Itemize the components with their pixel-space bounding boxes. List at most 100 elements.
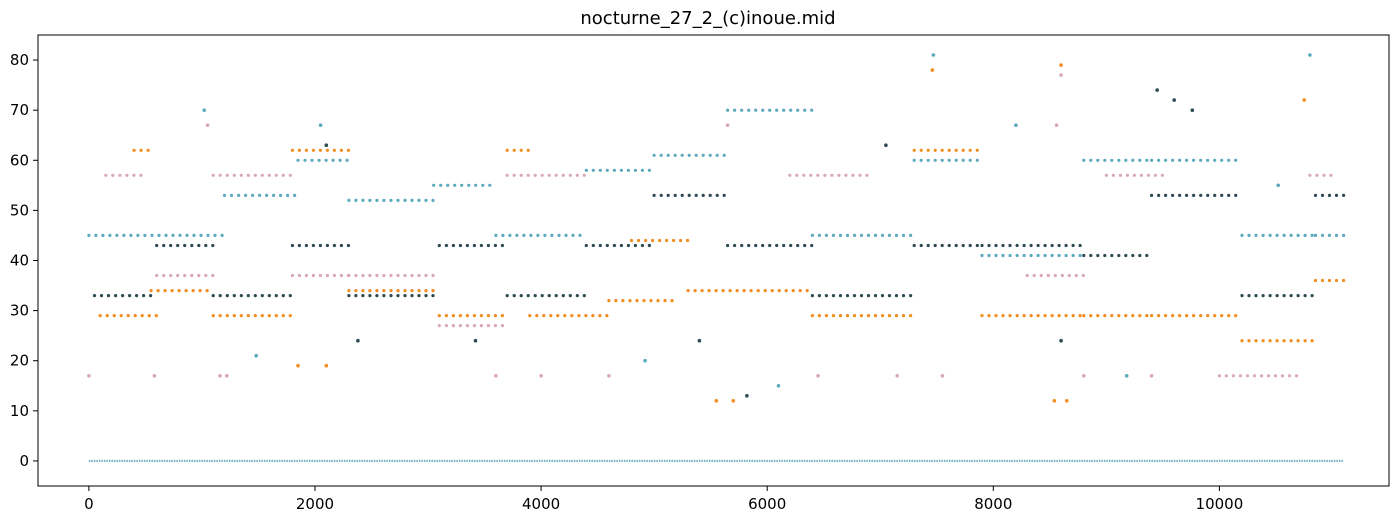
data-point <box>149 294 153 298</box>
data-point <box>368 294 372 298</box>
data-point <box>987 314 991 318</box>
data-point <box>880 314 885 318</box>
data-point <box>218 294 222 298</box>
data-point <box>331 158 335 162</box>
data-point <box>244 193 248 197</box>
data-point <box>396 289 400 293</box>
data-point <box>816 173 820 177</box>
data-point <box>1329 173 1333 177</box>
data-point <box>591 243 595 248</box>
data-point <box>465 324 469 328</box>
data-point <box>1157 193 1161 197</box>
data-point <box>789 243 793 248</box>
data-point <box>1310 233 1314 237</box>
data-point <box>1282 233 1286 237</box>
data-point <box>1059 63 1063 67</box>
data-point <box>987 243 991 248</box>
data-point <box>1050 314 1054 318</box>
data-point <box>831 233 836 237</box>
data-point <box>501 233 505 237</box>
data-point <box>1213 314 1217 318</box>
data-point <box>740 243 744 248</box>
data-point <box>809 173 813 177</box>
data-point <box>332 148 336 152</box>
data-point <box>838 233 843 237</box>
data-point <box>726 243 730 248</box>
data-point <box>745 394 749 398</box>
data-point <box>873 294 878 298</box>
data-point <box>1117 253 1121 258</box>
data-point <box>446 183 450 187</box>
data-point <box>1342 233 1346 237</box>
data-point <box>761 243 765 248</box>
data-point <box>1050 243 1054 248</box>
data-point <box>1320 193 1325 197</box>
series-dark <box>92 88 1346 398</box>
data-point <box>1071 243 1075 248</box>
data-point <box>171 233 175 237</box>
data-point <box>887 233 892 237</box>
data-point <box>202 108 206 112</box>
data-point <box>1164 193 1168 197</box>
data-point <box>451 324 455 328</box>
data-point <box>170 289 174 293</box>
data-point <box>1043 314 1047 318</box>
data-point <box>775 243 779 248</box>
data-point <box>178 233 182 237</box>
data-point <box>347 289 351 293</box>
data-point <box>318 273 322 278</box>
data-point <box>708 153 712 157</box>
data-point <box>500 324 504 328</box>
data-point <box>1199 193 1203 197</box>
data-point <box>229 193 234 197</box>
data-point <box>763 289 767 293</box>
data-point <box>830 173 834 177</box>
data-point <box>980 253 984 258</box>
data-point <box>663 299 667 303</box>
data-point <box>697 338 702 343</box>
data-point <box>708 193 712 197</box>
data-point <box>128 294 132 298</box>
data-point <box>403 289 407 293</box>
data-point <box>368 273 372 278</box>
data-point <box>225 294 229 298</box>
data-point <box>1081 273 1085 278</box>
data-point <box>1138 158 1142 162</box>
data-point <box>155 273 159 278</box>
data-point <box>1145 253 1149 258</box>
data-point <box>1071 253 1075 258</box>
data-point <box>1302 98 1306 102</box>
data-point <box>656 299 660 303</box>
data-point <box>176 273 180 278</box>
data-point <box>473 338 478 343</box>
data-point <box>92 294 97 298</box>
data-point <box>184 289 188 293</box>
data-point <box>919 148 923 152</box>
data-point <box>635 299 639 303</box>
data-point <box>1046 273 1050 278</box>
data-point <box>852 294 857 298</box>
data-point <box>1043 243 1047 248</box>
data-point <box>895 374 899 378</box>
data-point <box>361 294 365 298</box>
data-point <box>940 148 944 152</box>
data-point <box>961 243 965 248</box>
data-point <box>133 314 137 318</box>
data-point <box>1320 278 1325 283</box>
series-orange <box>98 63 1346 403</box>
data-point <box>1245 374 1250 378</box>
data-point <box>225 374 229 378</box>
data-point <box>465 243 469 248</box>
data-point <box>612 168 617 172</box>
data-point <box>701 153 705 157</box>
series-pink <box>87 73 1333 378</box>
data-point <box>118 173 122 177</box>
data-point <box>665 238 669 243</box>
data-point <box>931 53 936 57</box>
data-point <box>206 233 210 237</box>
data-point <box>866 233 871 237</box>
data-point <box>467 183 471 187</box>
data-point <box>1125 173 1129 177</box>
data-point <box>543 233 547 237</box>
data-point <box>190 273 194 278</box>
